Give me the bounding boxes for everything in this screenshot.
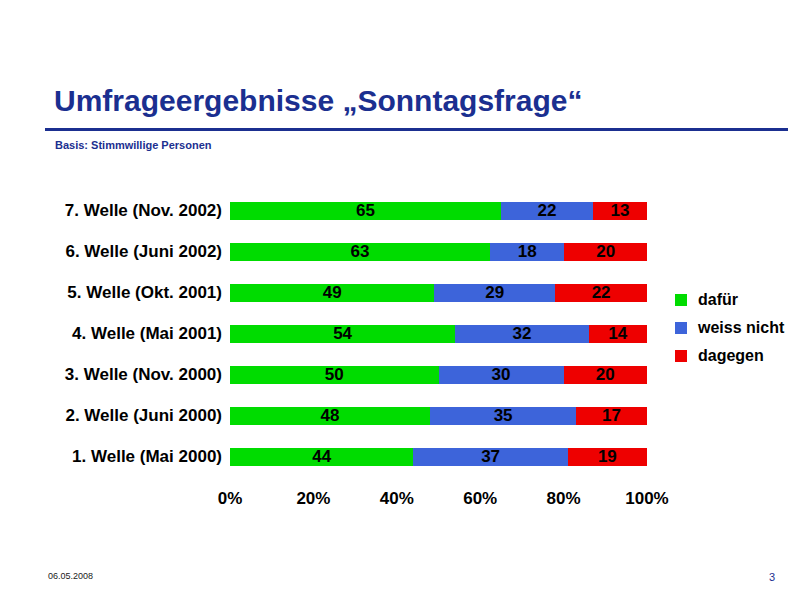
bar-segment-weiss-nicht: 22 [501, 202, 593, 220]
x-axis-tick-label: 60% [463, 489, 497, 509]
segment-value-label: 18 [518, 243, 537, 261]
slide: Umfrageergebnisse „Sonntagsfrage“ Basis:… [0, 0, 800, 600]
chart-rows: 7. Welle (Nov. 2002) 65 22 13 6. Welle (Juni… [38, 190, 647, 477]
bar-segment-dagegen: 20 [564, 366, 647, 384]
segment-value-label: 29 [485, 284, 504, 302]
legend-swatch-icon [675, 322, 687, 334]
segment-value-label: 54 [333, 325, 352, 343]
bar-segment-dafür: 65 [230, 202, 501, 220]
segment-value-label: 19 [598, 448, 617, 466]
bar-track: 44 37 19 [230, 448, 647, 466]
category-label: 7. Welle (Nov. 2002) [38, 201, 230, 221]
legend-item: dagegen [675, 342, 784, 370]
category-label: 3. Welle (Nov. 2000) [38, 365, 230, 385]
page-number: 3 [769, 571, 775, 583]
page-title: Umfrageergebnisse „Sonntagsfrage“ [54, 84, 582, 118]
bar-segment-weiss-nicht: 32 [455, 325, 588, 343]
segment-value-label: 20 [596, 366, 615, 384]
segment-value-label: 65 [356, 202, 375, 220]
segment-value-label: 22 [592, 284, 611, 302]
segment-value-label: 30 [492, 366, 511, 384]
segment-value-label: 50 [325, 366, 344, 384]
chart-row: 1. Welle (Mai 2000) 44 37 19 [38, 436, 647, 477]
bar-segment-weiss-nicht: 29 [434, 284, 555, 302]
segment-value-label: 13 [610, 202, 629, 220]
x-axis-tick-label: 20% [296, 489, 330, 509]
x-axis-tick-label: 80% [547, 489, 581, 509]
stacked-bar-chart: 7. Welle (Nov. 2002) 65 22 13 6. Welle (Juni… [38, 190, 647, 477]
chart-row: 5. Welle (Okt. 2001) 49 29 22 [38, 272, 647, 313]
subtitle: Basis: Stimmwillige Personen [55, 139, 212, 151]
bar-track: 54 32 14 [230, 325, 647, 343]
legend-swatch-icon [675, 350, 687, 362]
bar-segment-dafür: 44 [230, 448, 413, 466]
bar-segment-dafür: 48 [230, 407, 430, 425]
segment-value-label: 37 [481, 448, 500, 466]
category-label: 6. Welle (Juni 2002) [38, 242, 230, 262]
bar-segment-dafür: 54 [230, 325, 455, 343]
legend-label: weiss nicht [698, 319, 784, 337]
chart-row: 6. Welle (Juni 2002) 63 18 20 [38, 231, 647, 272]
segment-value-label: 32 [512, 325, 531, 343]
bar-segment-dagegen: 13 [593, 202, 647, 220]
bar-track: 65 22 13 [230, 202, 647, 220]
bar-segment-dagegen: 20 [564, 243, 647, 261]
bar-segment-dagegen: 22 [555, 284, 647, 302]
chart-row: 4. Welle (Mai 2001) 54 32 14 [38, 313, 647, 354]
legend-swatch-icon [675, 294, 687, 306]
legend: dafür weiss nicht dagegen [675, 286, 784, 370]
segment-value-label: 22 [537, 202, 556, 220]
segment-value-label: 48 [321, 407, 340, 425]
segment-value-label: 63 [351, 243, 370, 261]
legend-item: weiss nicht [675, 314, 784, 342]
title-underline [45, 128, 788, 131]
bar-segment-dafür: 50 [230, 366, 439, 384]
legend-item: dafür [675, 286, 784, 314]
bar-track: 48 35 17 [230, 407, 647, 425]
category-label: 2. Welle (Juni 2000) [38, 406, 230, 426]
legend-label: dafür [698, 291, 738, 309]
segment-value-label: 20 [596, 243, 615, 261]
bar-segment-dagegen: 17 [576, 407, 647, 425]
chart-row: 3. Welle (Nov. 2000) 50 30 20 [38, 354, 647, 395]
segment-value-label: 14 [608, 325, 627, 343]
chart-row: 2. Welle (Juni 2000) 48 35 17 [38, 395, 647, 436]
bar-segment-dagegen: 14 [589, 325, 647, 343]
legend-label: dagegen [698, 347, 764, 365]
category-label: 1. Welle (Mai 2000) [38, 447, 230, 467]
bar-segment-dafür: 49 [230, 284, 434, 302]
category-label: 5. Welle (Okt. 2001) [38, 283, 230, 303]
segment-value-label: 49 [323, 284, 342, 302]
bar-track: 63 18 20 [230, 243, 647, 261]
bar-track: 49 29 22 [230, 284, 647, 302]
x-axis-tick-label: 100% [625, 489, 668, 509]
bar-track: 50 30 20 [230, 366, 647, 384]
bar-segment-weiss-nicht: 18 [490, 243, 564, 261]
segment-value-label: 17 [602, 407, 621, 425]
bar-segment-weiss-nicht: 35 [430, 407, 576, 425]
bar-segment-weiss-nicht: 30 [439, 366, 564, 384]
footer-date: 06.05.2008 [48, 571, 93, 581]
x-axis: 0%20%40%60%80%100% [230, 489, 647, 509]
x-axis-tick-label: 40% [380, 489, 414, 509]
bar-segment-weiss-nicht: 37 [413, 448, 567, 466]
bar-segment-dagegen: 19 [568, 448, 647, 466]
bar-segment-dafür: 63 [230, 243, 490, 261]
segment-value-label: 35 [494, 407, 513, 425]
category-label: 4. Welle (Mai 2001) [38, 324, 230, 344]
segment-value-label: 44 [312, 448, 331, 466]
chart-row: 7. Welle (Nov. 2002) 65 22 13 [38, 190, 647, 231]
x-axis-tick-label: 0% [218, 489, 243, 509]
